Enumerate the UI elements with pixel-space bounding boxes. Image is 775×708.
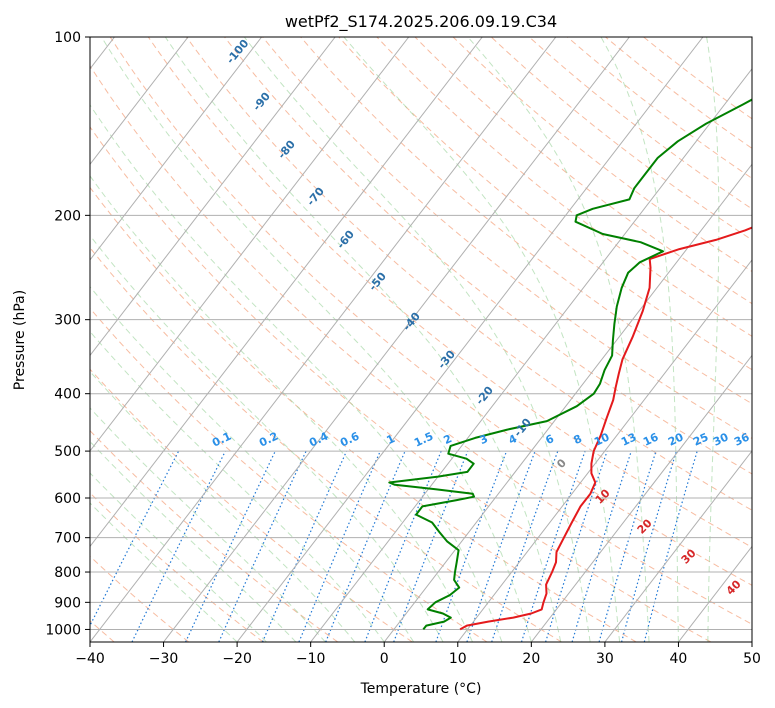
y-tick-label: 300 bbox=[54, 313, 81, 329]
dry-adiabat-line bbox=[90, 64, 752, 625]
mixing-ratio-line bbox=[435, 450, 508, 642]
y-tick-label: 100 bbox=[54, 30, 81, 46]
mixing-ratio-line bbox=[185, 450, 276, 642]
mixing-ratio-line bbox=[598, 450, 657, 642]
x-axis-title: Temperature (°C) bbox=[360, 681, 482, 697]
isobars bbox=[90, 37, 752, 630]
isotherm-line bbox=[90, 37, 336, 357]
moist-adiabat-line bbox=[90, 472, 267, 642]
x-tick-label: 20 bbox=[522, 651, 540, 667]
mixing-ratio-label: 30 bbox=[711, 430, 731, 448]
y-tick-label: 800 bbox=[54, 565, 81, 581]
mixing-ratio-line bbox=[571, 450, 632, 642]
isotherm-line bbox=[236, 37, 704, 642]
isotherm-line bbox=[90, 37, 410, 452]
moist-adiabat-line bbox=[90, 330, 385, 642]
moist-adiabat-line bbox=[90, 175, 473, 642]
y-axis: 100 200 300 400 500 600 700 800 900 1000 bbox=[45, 30, 90, 638]
dry-adiabat-line bbox=[528, 37, 752, 210]
profile-lines bbox=[388, 98, 752, 631]
profile-line bbox=[388, 98, 752, 631]
isotherm-line bbox=[90, 37, 263, 261]
mixing-ratio-label: 36 bbox=[732, 430, 752, 448]
x-axis: −40 −30 −20 −10 0 10 20 30 40 50 bbox=[75, 642, 761, 667]
dry-adiabat-line bbox=[490, 37, 752, 241]
dry-adiabat-line bbox=[90, 246, 562, 642]
moist-adiabat-line bbox=[164, 37, 562, 642]
moist-adiabat-line bbox=[90, 502, 238, 642]
mixing-ratio-line bbox=[218, 450, 307, 642]
moist-adiabat-line bbox=[467, 37, 650, 642]
isotherm-line bbox=[163, 37, 630, 642]
moist-adiabat-line bbox=[90, 234, 444, 642]
isotherms bbox=[90, 37, 752, 642]
chart-title: wetPf2_S174.2025.206.09.19.C34 bbox=[285, 12, 557, 32]
isotherm-line bbox=[90, 37, 483, 548]
x-tick-label: −10 bbox=[296, 651, 326, 667]
y-tick-label: 200 bbox=[54, 208, 81, 224]
moist-adiabat-line bbox=[706, 37, 720, 642]
dry-adiabat-line bbox=[109, 37, 752, 586]
isotherm-line bbox=[310, 68, 752, 642]
y-tick-label: 1000 bbox=[45, 622, 81, 638]
plot-frame bbox=[89, 36, 753, 643]
mixing-ratio-label: 13 bbox=[619, 430, 638, 448]
moist-adiabat-line bbox=[343, 37, 621, 642]
moist-adiabat-line bbox=[243, 37, 591, 642]
mixing-ratio-label: 25 bbox=[691, 430, 710, 448]
dry-adiabat-line bbox=[90, 429, 339, 642]
x-tick-label: 50 bbox=[743, 651, 761, 667]
y-tick-label: 700 bbox=[54, 531, 81, 547]
isotherm-line bbox=[90, 37, 189, 166]
mixing-ratio-line bbox=[643, 450, 698, 642]
isotherm-line bbox=[90, 37, 557, 642]
profile-line bbox=[459, 226, 752, 631]
isotherm-line bbox=[457, 259, 752, 642]
y-tick-label: 400 bbox=[54, 387, 81, 403]
mixing-ratio-line bbox=[298, 450, 381, 642]
x-tick-label: −20 bbox=[222, 651, 252, 667]
moist-adiabat-line bbox=[101, 37, 532, 642]
dry-adiabat-line bbox=[90, 186, 637, 642]
isotherm-line bbox=[530, 354, 752, 642]
moist-adiabat-line bbox=[90, 440, 297, 642]
mixing-ratio-line bbox=[491, 450, 559, 642]
x-tick-label: −30 bbox=[149, 651, 179, 667]
mixing-ratio-line bbox=[621, 450, 678, 642]
y-tick-label: 600 bbox=[54, 491, 81, 507]
dry-adiabat-line bbox=[452, 37, 752, 273]
isotherm-line bbox=[604, 450, 752, 642]
dry-adiabat-line bbox=[147, 37, 752, 548]
x-tick-label: 30 bbox=[596, 651, 614, 667]
dry-adiabats bbox=[90, 37, 752, 642]
dry-adiabat-line bbox=[90, 126, 712, 642]
x-tick-label: −40 bbox=[75, 651, 105, 667]
dry-adiabat-line bbox=[90, 368, 413, 642]
dry-adiabat-line bbox=[414, 37, 752, 305]
moist-adiabat-line bbox=[90, 370, 356, 642]
mixing-ratio-line bbox=[466, 450, 536, 642]
mixing-ratio-label: 16 bbox=[641, 430, 661, 448]
y-tick-label: 500 bbox=[54, 444, 81, 460]
dry-adiabat-line bbox=[262, 37, 752, 440]
mixing-ratio-line bbox=[261, 450, 348, 642]
mixing-ratio-line bbox=[520, 450, 586, 642]
mixing-ratio-label: 10 bbox=[592, 430, 612, 448]
x-tick-label: 10 bbox=[449, 651, 467, 667]
moist-adiabat-line bbox=[90, 407, 326, 642]
y-axis-title: Pressure (hPa) bbox=[12, 290, 28, 390]
mixing-ratio-line bbox=[131, 450, 226, 642]
dry-adiabat-line bbox=[185, 37, 752, 511]
mixing-ratio-label: 20 bbox=[666, 430, 686, 448]
isotherm-line bbox=[751, 641, 752, 642]
plot-background bbox=[90, 37, 752, 642]
x-tick-label: 0 bbox=[380, 651, 389, 667]
moist-adiabat-line bbox=[600, 37, 679, 642]
isotherm-line bbox=[383, 163, 752, 642]
y-tick-label: 900 bbox=[54, 595, 81, 611]
x-tick-label: 40 bbox=[670, 651, 688, 667]
dry-adiabat-line bbox=[300, 37, 752, 405]
